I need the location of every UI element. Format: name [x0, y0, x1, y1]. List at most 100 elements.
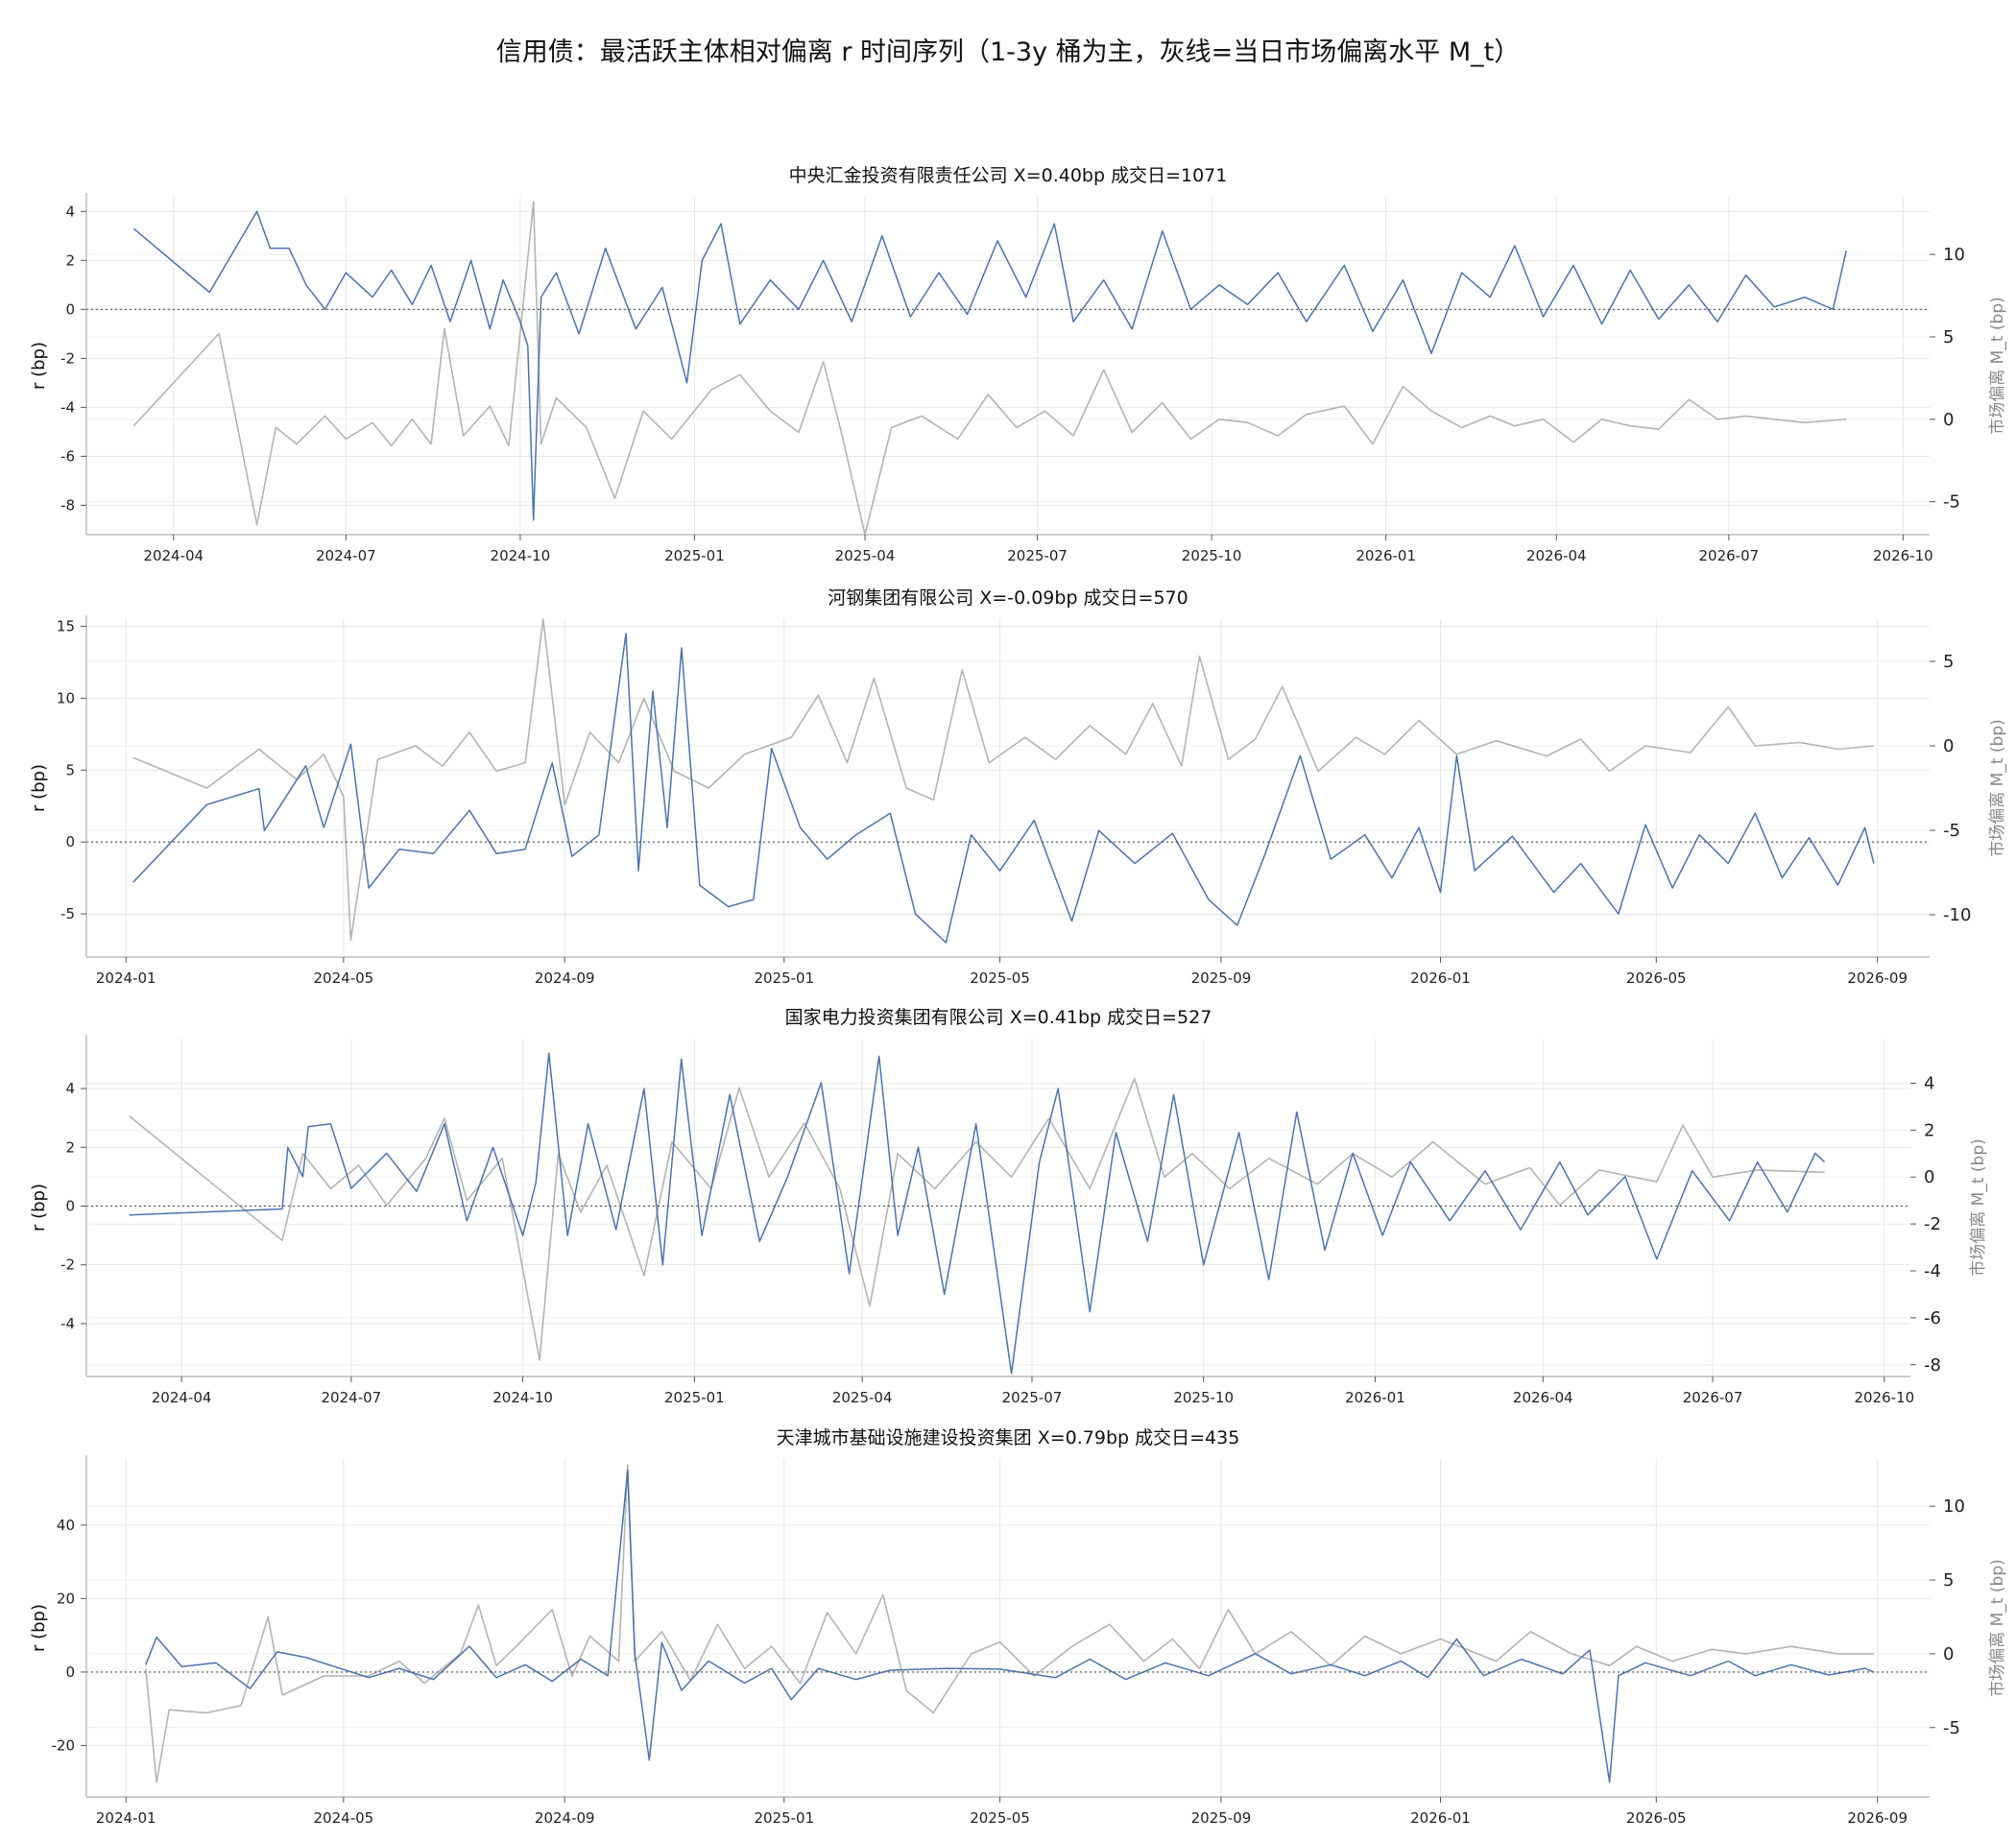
- chart-panel-4: 40 20 0 -20 10 5 0 -5 2024-01 2024-05 2024-09 2025-…: [29, 1427, 2007, 1827]
- x-tick-label: 2025-05: [970, 969, 1030, 987]
- y-tick-label: 40: [57, 1517, 75, 1534]
- x-tick-label: 2025-04: [835, 547, 896, 564]
- series-line-relative-deviation: [132, 210, 1847, 521]
- x-tick-label: 2026-01: [1356, 547, 1416, 564]
- y-tick-label: 0: [65, 1197, 75, 1214]
- x-tick-label: 2026-05: [1626, 969, 1687, 987]
- x-tick-label: 2026-10: [1873, 547, 1933, 564]
- y-tick-label: 4: [65, 1080, 75, 1097]
- x-tick-label: 2025-01: [664, 1389, 725, 1406]
- y2-tick-label: -2: [1924, 1214, 1941, 1234]
- y2-tick-label: 2: [1924, 1120, 1934, 1140]
- y2-tick-label: 5: [1943, 327, 1954, 347]
- y2-tick-label: 0: [1943, 1644, 1954, 1664]
- y2-tick-label: 0: [1943, 736, 1954, 756]
- y-tick-label: 2: [65, 251, 75, 269]
- y-axis-label: r (bp): [29, 764, 49, 812]
- chart-title: 河钢集团有限公司 X=-0.09bp 成交日=570: [828, 587, 1188, 609]
- y2-tick-label: -6: [1924, 1308, 1941, 1328]
- y2-axis-label: 市场偏离 M_t (bp): [1969, 1138, 1988, 1277]
- y-tick-label: 5: [65, 761, 75, 778]
- x-tick-label: 2026-01: [1410, 1809, 1471, 1827]
- y2-tick-label: -5: [1943, 1718, 1960, 1738]
- y-tick-label: -5: [60, 905, 75, 922]
- x-tick-label: 2025-09: [1191, 1809, 1252, 1827]
- y2-tick-label: 10: [1943, 245, 1965, 265]
- x-tick-label: 2024-01: [96, 1809, 156, 1827]
- x-tick-label: 2025-05: [970, 1809, 1030, 1827]
- x-tick-label: 2024-09: [535, 1809, 595, 1827]
- chart-title: 中央汇金投资有限责任公司 X=0.40bp 成交日=1071: [789, 165, 1228, 186]
- y-axis-label: r (bp): [29, 1184, 49, 1232]
- y2-tick-label: 5: [1943, 1570, 1954, 1591]
- chart-panel-3: 4 2 0 -2 -4 4 2 0 -2 -4 -6 -8 2024-04 2024-07 2024-10 2…: [29, 1007, 1988, 1406]
- y-tick-label: 4: [65, 203, 75, 220]
- y2-axis-label: 市场偏离 M_t (bp): [1988, 1559, 2007, 1697]
- y2-tick-label: -5: [1943, 821, 1960, 841]
- y-axis-label: r (bp): [29, 342, 49, 390]
- x-tick-label: 2025-07: [1007, 547, 1068, 564]
- chart-title: 天津城市基础设施建设投资集团 X=0.79bp 成交日=435: [777, 1427, 1240, 1448]
- y-tick-label: -8: [60, 496, 75, 514]
- x-tick-label: 2024-05: [314, 969, 374, 987]
- y2-axis-label: 市场偏离 M_t (bp): [1988, 719, 2007, 857]
- x-tick-label: 2026-05: [1626, 1809, 1687, 1827]
- y-tick-label: -4: [60, 1315, 75, 1332]
- x-tick-label: 2025-10: [1182, 547, 1242, 564]
- y2-tick-label: 10: [1943, 1496, 1965, 1517]
- series-line-market-deviation: [129, 1077, 1825, 1361]
- y-tick-label: -4: [60, 398, 75, 416]
- x-tick-label: 2024-07: [316, 547, 376, 564]
- x-tick-label: 2025-07: [1002, 1389, 1063, 1406]
- x-tick-label: 2025-10: [1173, 1389, 1234, 1406]
- y-tick-label: 15: [57, 617, 75, 634]
- x-tick-label: 2026-04: [1526, 547, 1587, 564]
- x-tick-label: 2024-05: [314, 1809, 374, 1827]
- y2-tick-label: -10: [1943, 905, 1971, 925]
- y2-tick-label: 5: [1943, 652, 1954, 672]
- y-tick-label: 10: [57, 689, 75, 706]
- y2-tick-label: 0: [1924, 1167, 1934, 1187]
- y-tick-label: 0: [65, 300, 75, 318]
- y-tick-label: 2: [65, 1138, 75, 1156]
- x-tick-label: 2025-01: [754, 1809, 814, 1827]
- y2-tick-label: -4: [1924, 1261, 1941, 1281]
- y-tick-label: 0: [65, 833, 75, 850]
- y2-tick-label: -5: [1943, 492, 1960, 513]
- x-tick-label: 2026-01: [1345, 1389, 1405, 1406]
- x-tick-label: 2026-07: [1683, 1389, 1743, 1406]
- x-tick-label: 2024-10: [492, 1389, 553, 1406]
- x-tick-label: 2024-07: [322, 1389, 382, 1406]
- series-line-relative-deviation: [132, 633, 1875, 944]
- y-tick-label: -2: [60, 349, 75, 367]
- x-tick-label: 2026-10: [1854, 1389, 1914, 1406]
- x-tick-label: 2026-09: [1847, 969, 1908, 987]
- y2-axis-label: 市场偏离 M_t (bp): [1988, 297, 2007, 435]
- series-line-relative-deviation: [129, 1052, 1826, 1375]
- y-tick-label: 20: [57, 1590, 75, 1607]
- x-tick-label: 2025-01: [754, 969, 814, 987]
- x-tick-label: 2024-10: [491, 547, 551, 564]
- y-tick-label: -2: [60, 1257, 75, 1274]
- x-tick-label: 2024-01: [96, 969, 156, 987]
- y-axis-label: r (bp): [29, 1604, 49, 1652]
- chart-panel-1: 4 2 0 -2 -4 -6 -8 10 5 0 -5 2024-04 2024-07 2024-10 20…: [29, 165, 2007, 564]
- chart-title: 国家电力投资集团有限公司 X=0.41bp 成交日=527: [785, 1007, 1212, 1028]
- x-tick-label: 2024-04: [152, 1389, 212, 1406]
- x-tick-label: 2024-09: [535, 969, 595, 987]
- x-tick-label: 2026-04: [1513, 1389, 1573, 1406]
- y-tick-label: -6: [60, 447, 75, 465]
- x-tick-label: 2024-04: [143, 547, 204, 564]
- y-tick-label: -20: [52, 1736, 76, 1754]
- series-line-market-deviation: [132, 618, 1874, 942]
- x-tick-label: 2026-01: [1410, 969, 1471, 987]
- series-line-market-deviation: [145, 1464, 1874, 1783]
- series-line-market-deviation: [132, 201, 1847, 536]
- x-tick-label: 2025-04: [832, 1389, 893, 1406]
- y2-tick-label: 0: [1943, 410, 1954, 430]
- x-tick-label: 2025-09: [1191, 969, 1252, 987]
- y2-tick-label: -8: [1924, 1355, 1941, 1376]
- x-tick-label: 2025-01: [664, 547, 725, 564]
